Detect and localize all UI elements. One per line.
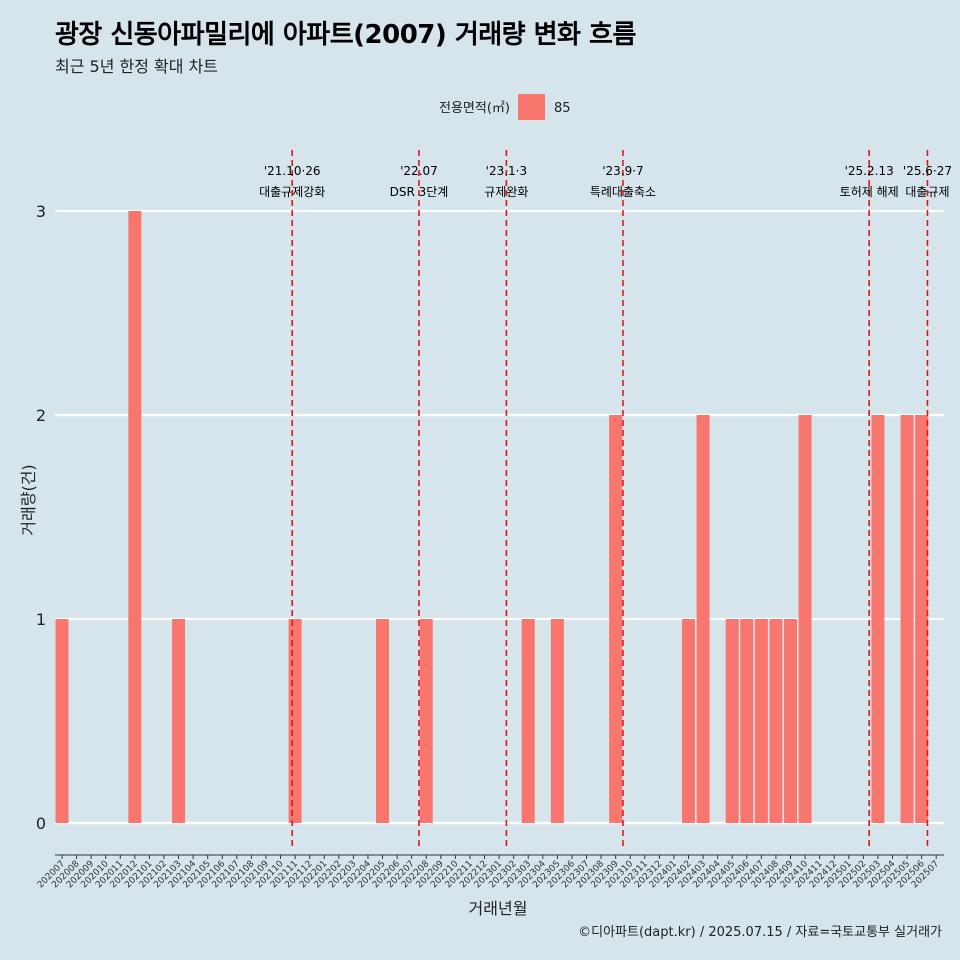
bar bbox=[376, 619, 390, 823]
bar bbox=[521, 619, 535, 823]
y-axis-title: 거래량(건) bbox=[19, 464, 38, 535]
event-date-label: '25.2.13 bbox=[845, 164, 894, 178]
bar bbox=[871, 415, 885, 823]
y-tick-label: 0 bbox=[36, 814, 46, 833]
bar bbox=[419, 619, 433, 823]
bar bbox=[682, 619, 696, 823]
bar bbox=[784, 619, 797, 823]
event-name-label: 규제완화 bbox=[484, 185, 528, 199]
chart-title: 광장 신동아파밀리에 아파트(2007) 거래량 변화 흐름 bbox=[55, 20, 636, 50]
event-name-label: 대출규제강화 bbox=[259, 185, 325, 199]
event-date-label: '22.07 bbox=[400, 164, 438, 178]
event-name-label: 대출규제 bbox=[905, 185, 949, 199]
bar bbox=[798, 415, 812, 823]
bar bbox=[288, 619, 302, 823]
event-date-label: '23.1·3 bbox=[486, 164, 527, 178]
bar bbox=[915, 415, 929, 823]
event-name-label: DSR 3단계 bbox=[390, 185, 449, 199]
bar bbox=[128, 211, 142, 823]
bar bbox=[754, 619, 768, 823]
chart-subtitle: 최근 5년 한정 확대 차트 bbox=[55, 57, 219, 76]
bar bbox=[769, 619, 783, 823]
y-tick-label: 1 bbox=[36, 610, 46, 629]
bar bbox=[740, 619, 754, 823]
legend-swatch bbox=[518, 94, 545, 120]
bar bbox=[172, 619, 186, 823]
bar bbox=[609, 415, 623, 823]
legend-label: 85 bbox=[554, 101, 571, 116]
y-tick-label: 3 bbox=[36, 202, 46, 221]
bar bbox=[55, 619, 69, 823]
event-date-label: '23.9·7 bbox=[602, 164, 643, 178]
bar bbox=[550, 619, 564, 823]
legend-title: 전용면적(㎡) bbox=[439, 101, 510, 116]
source-caption: ©디아파트(dapt.kr) / 2025.07.15 / 자료=국토교통부 실… bbox=[578, 925, 942, 940]
event-name-label: 특례대출축소 bbox=[590, 185, 656, 199]
event-date-label: '25.6·27 bbox=[903, 164, 952, 178]
bar bbox=[900, 415, 914, 823]
event-name-label: 토허제 해제 bbox=[840, 185, 899, 199]
bar bbox=[725, 619, 739, 823]
y-tick-label: 2 bbox=[36, 406, 46, 425]
event-date-label: '21.10·26 bbox=[264, 164, 321, 178]
legend: 전용면적(㎡) 85 bbox=[439, 94, 571, 120]
bar bbox=[696, 415, 710, 823]
x-axis-title: 거래년월 bbox=[469, 899, 528, 918]
